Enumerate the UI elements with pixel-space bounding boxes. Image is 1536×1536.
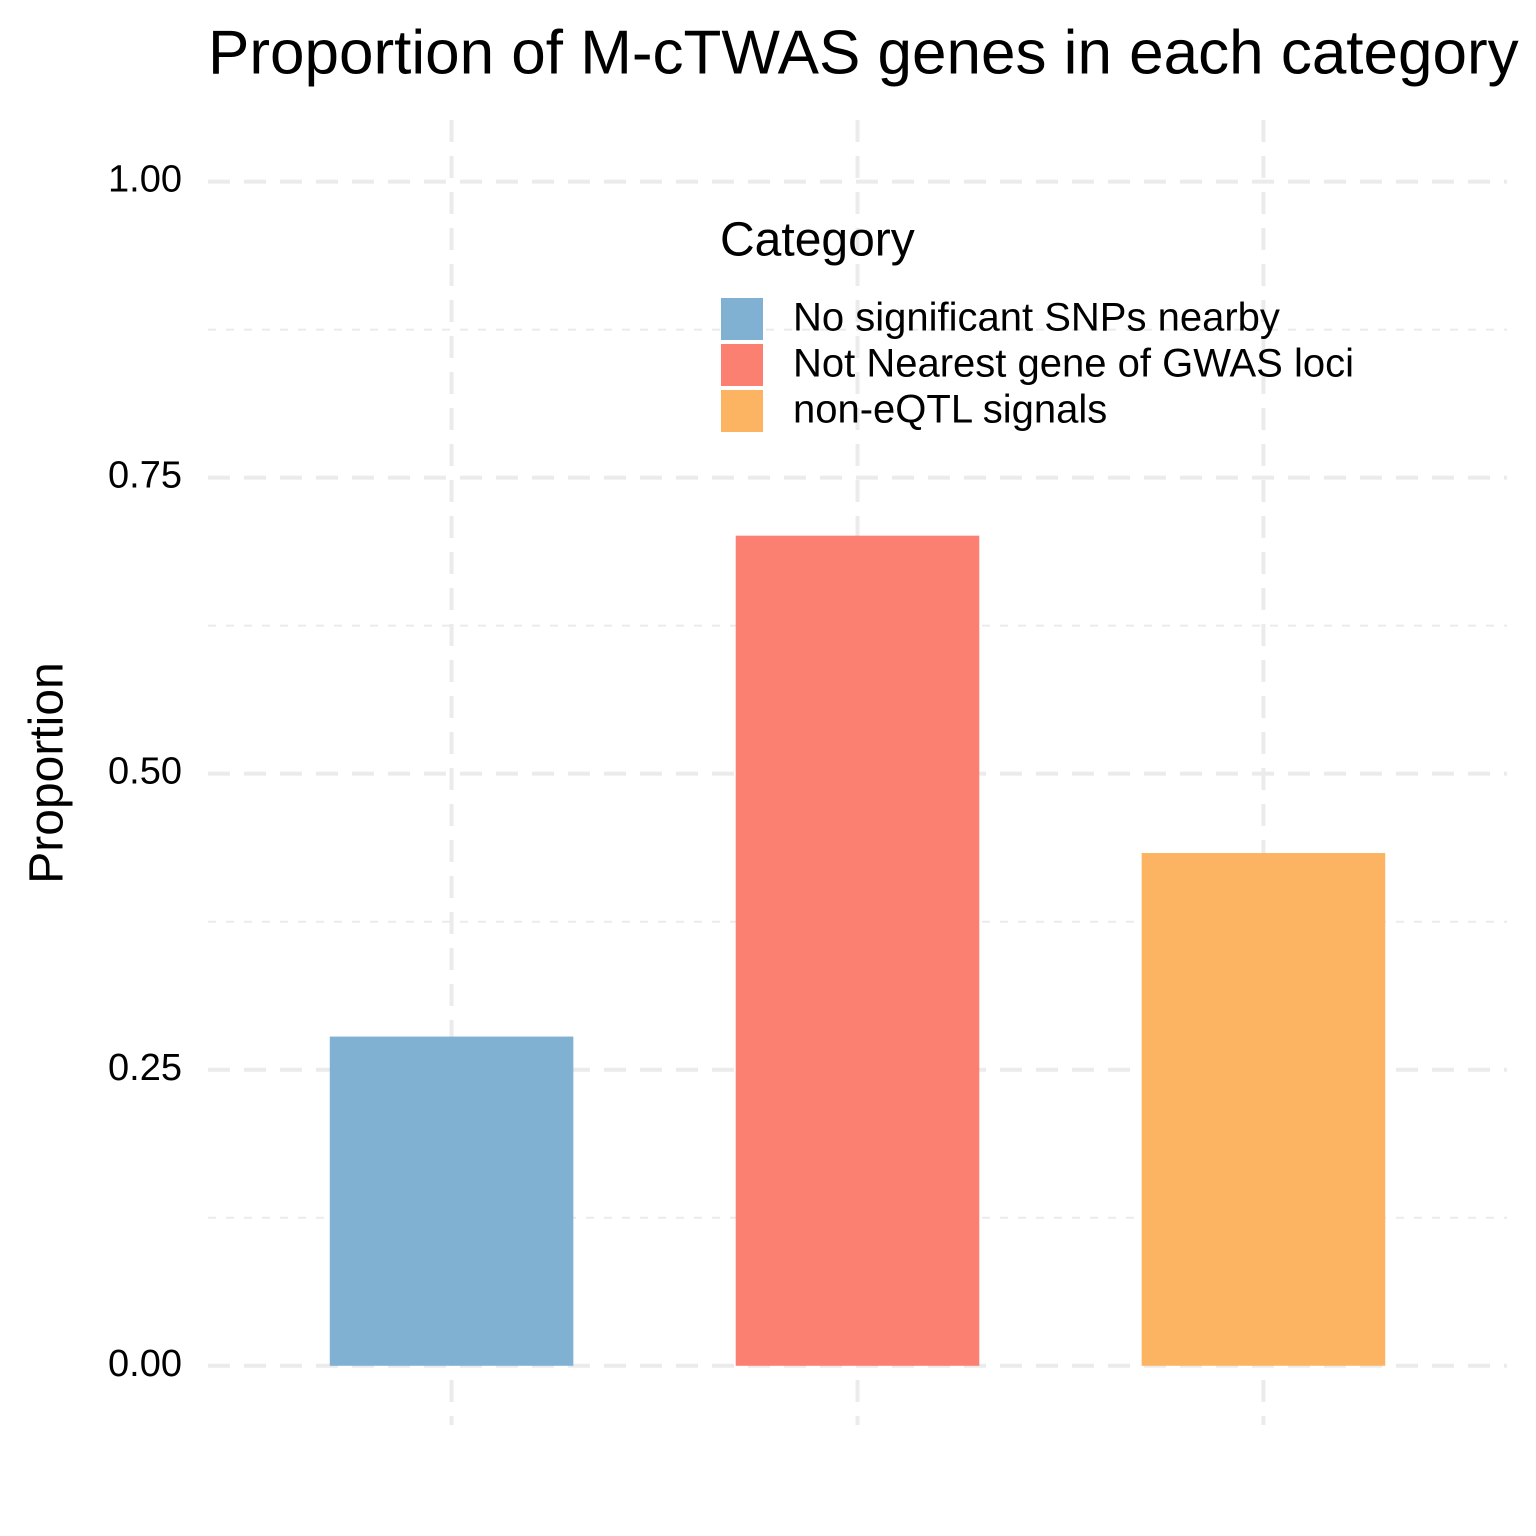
y-tick-label: 0.75 (108, 455, 182, 497)
legend-label: Not Nearest gene of GWAS loci (793, 342, 1354, 386)
chart-title: Proportion of M-cTWAS genes in each cate… (208, 18, 1519, 87)
legend-label: non-eQTL signals (793, 388, 1107, 432)
y-tick-label: 1.00 (108, 159, 182, 201)
legend-key (721, 298, 763, 340)
y-tick-label: 0.25 (108, 1047, 182, 1089)
bar (329, 1036, 574, 1366)
bar (735, 535, 980, 1366)
y-tick-label: 0.00 (108, 1343, 182, 1385)
bar (1141, 853, 1386, 1366)
legend-title: Category (720, 214, 915, 267)
legend-key (721, 344, 763, 386)
y-axis-label: Proportion (21, 662, 74, 883)
y-tick-label: 0.50 (108, 751, 182, 793)
legend-label: No significant SNPs nearby (793, 296, 1280, 340)
legend-key (721, 390, 763, 432)
